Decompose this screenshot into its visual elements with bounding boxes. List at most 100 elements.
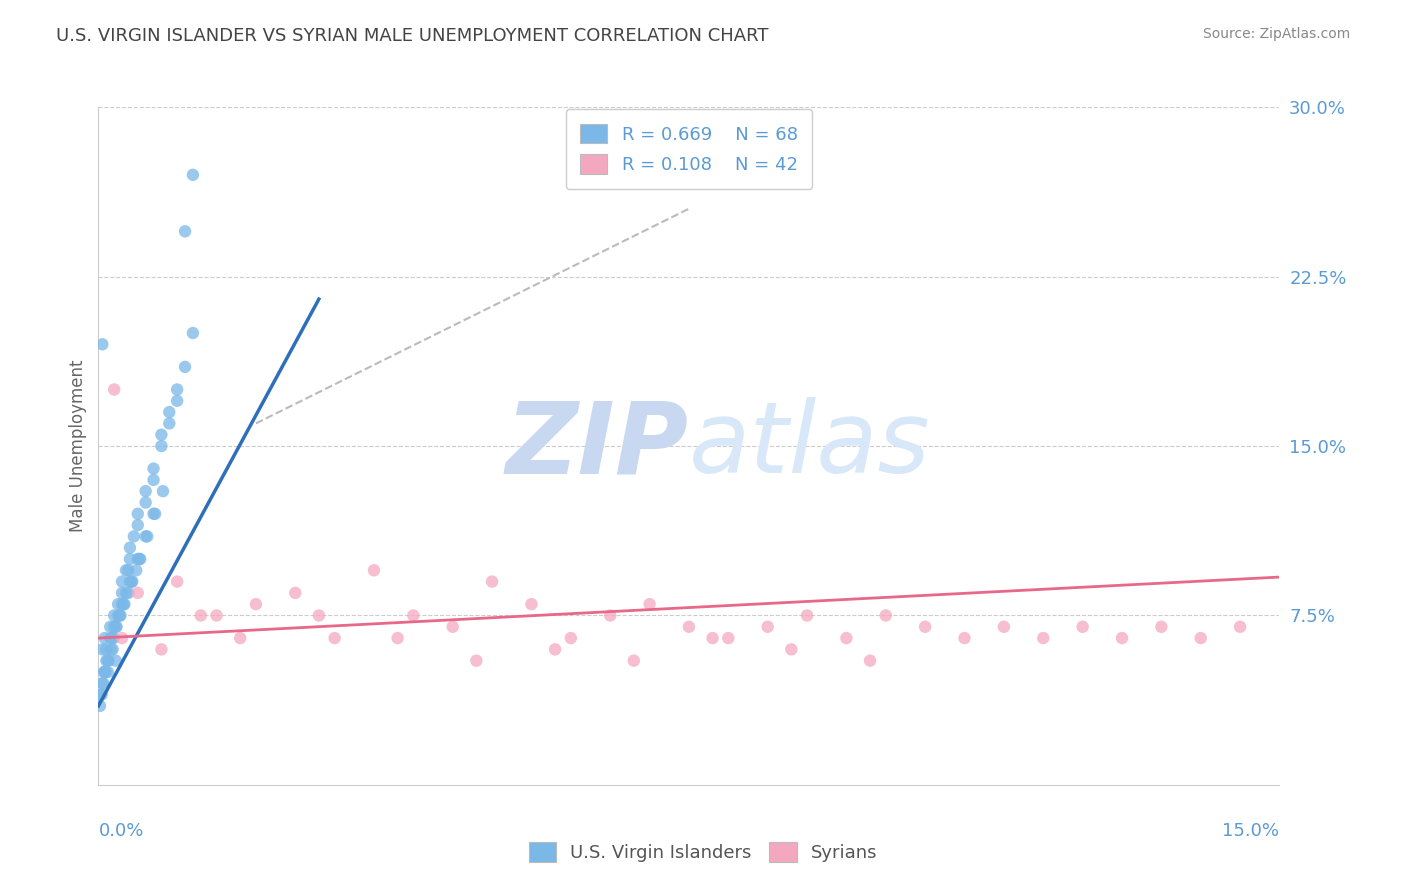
Point: [115, 586, 138, 600]
Point: [780, 642, 803, 657]
Point: [363, 563, 385, 577]
Point: [796, 608, 818, 623]
Point: [229, 631, 252, 645]
Point: [245, 597, 267, 611]
Point: [108, 608, 131, 623]
Point: [402, 608, 425, 623]
Point: [127, 552, 149, 566]
Point: [135, 529, 157, 543]
Point: [90, 688, 112, 702]
Point: [117, 586, 139, 600]
Point: [875, 608, 897, 623]
Point: [284, 586, 307, 600]
Point: [174, 224, 197, 238]
Point: [441, 620, 464, 634]
Point: [103, 631, 125, 645]
Text: 15.0%: 15.0%: [1222, 822, 1279, 840]
Point: [152, 484, 174, 499]
Point: [150, 427, 173, 442]
Point: [93, 631, 115, 645]
Point: [118, 574, 141, 589]
Point: [560, 631, 582, 645]
Point: [142, 507, 165, 521]
Point: [544, 642, 567, 657]
Point: [91, 676, 114, 690]
Point: [756, 620, 779, 634]
Point: [101, 631, 124, 645]
Point: [150, 439, 173, 453]
Point: [157, 417, 180, 431]
Point: [166, 393, 188, 408]
Point: [103, 620, 125, 634]
Point: [103, 383, 125, 397]
Point: [111, 586, 134, 600]
Point: [111, 574, 134, 589]
Point: [104, 620, 127, 634]
Point: [157, 405, 180, 419]
Point: [387, 631, 409, 645]
Text: atlas: atlas: [689, 398, 931, 494]
Point: [100, 642, 122, 657]
Point: [98, 631, 121, 645]
Point: [181, 168, 204, 182]
Point: [1111, 631, 1133, 645]
Point: [142, 461, 165, 475]
Text: 0.0%: 0.0%: [98, 822, 143, 840]
Point: [111, 631, 134, 645]
Point: [121, 574, 143, 589]
Point: [101, 642, 124, 657]
Point: [678, 620, 700, 634]
Point: [481, 574, 503, 589]
Point: [129, 552, 152, 566]
Point: [103, 608, 125, 623]
Point: [835, 631, 858, 645]
Point: [91, 642, 114, 657]
Point: [599, 608, 621, 623]
Point: [97, 665, 120, 679]
Point: [91, 337, 114, 351]
Legend: U.S. Virgin Islanders, Syrians: U.S. Virgin Islanders, Syrians: [522, 835, 884, 870]
Point: [127, 586, 149, 600]
Point: [953, 631, 976, 645]
Point: [190, 608, 212, 623]
Point: [702, 631, 724, 645]
Point: [89, 698, 111, 713]
Point: [111, 597, 134, 611]
Point: [125, 563, 148, 577]
Point: [623, 654, 645, 668]
Point: [135, 495, 157, 509]
Point: [174, 359, 197, 374]
Point: [323, 631, 346, 645]
Point: [136, 529, 159, 543]
Point: [993, 620, 1015, 634]
Point: [98, 620, 121, 634]
Point: [105, 620, 128, 634]
Point: [127, 507, 149, 521]
Point: [717, 631, 740, 645]
Point: [122, 529, 145, 543]
Point: [90, 688, 112, 702]
Point: [107, 597, 129, 611]
Point: [914, 620, 936, 634]
Point: [638, 597, 661, 611]
Point: [520, 597, 543, 611]
Point: [465, 654, 488, 668]
Point: [1032, 631, 1054, 645]
Point: [94, 665, 117, 679]
Point: [96, 654, 118, 668]
Point: [128, 552, 150, 566]
Point: [118, 552, 141, 566]
Point: [1189, 631, 1212, 645]
Point: [110, 608, 132, 623]
Point: [205, 608, 228, 623]
Point: [859, 654, 882, 668]
Text: ZIP: ZIP: [506, 398, 689, 494]
Point: [93, 665, 115, 679]
Point: [166, 383, 188, 397]
Point: [93, 665, 115, 679]
Point: [1071, 620, 1094, 634]
Point: [135, 484, 157, 499]
Point: [127, 518, 149, 533]
Point: [143, 507, 166, 521]
Text: Source: ZipAtlas.com: Source: ZipAtlas.com: [1202, 27, 1350, 41]
